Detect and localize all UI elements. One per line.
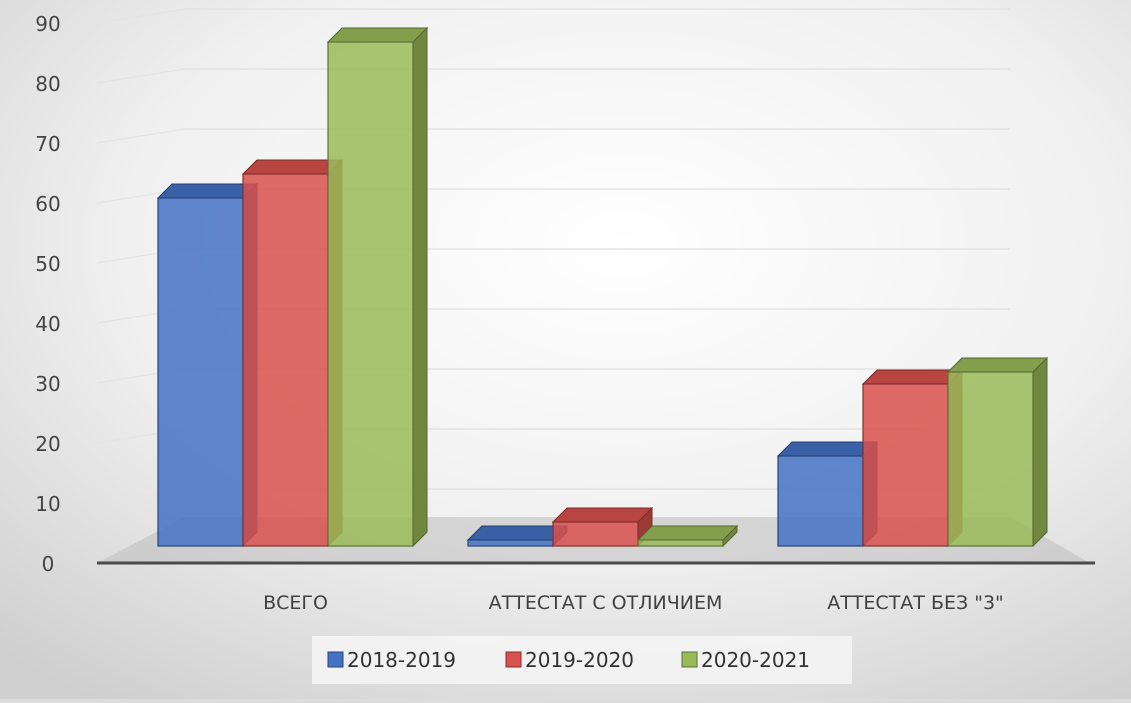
legend-box bbox=[312, 636, 852, 684]
y-tick-label: 90 bbox=[35, 12, 60, 36]
legend-label: 2018-2019 bbox=[347, 648, 456, 672]
x-category-label: ВСЕГО bbox=[263, 592, 328, 614]
bar-top bbox=[551, 507, 654, 523]
bar bbox=[862, 383, 949, 547]
bar bbox=[467, 539, 554, 547]
bar-group bbox=[946, 356, 1049, 548]
legend-label: 2019-2020 bbox=[525, 648, 634, 672]
bar-top bbox=[636, 525, 739, 541]
y-tick-label: 50 bbox=[35, 252, 60, 276]
bar-top bbox=[776, 441, 879, 457]
bar-group bbox=[466, 524, 569, 548]
bar bbox=[157, 197, 244, 547]
side-wall-line bbox=[96, 8, 186, 24]
bar-group bbox=[326, 26, 429, 548]
bar-side bbox=[412, 26, 428, 548]
bar-top bbox=[946, 357, 1049, 373]
bar bbox=[637, 539, 724, 547]
side-wall-line bbox=[96, 128, 186, 144]
bar-top bbox=[156, 183, 259, 199]
y-tick-label: 40 bbox=[35, 312, 60, 336]
bar-top bbox=[466, 525, 569, 541]
bar bbox=[947, 371, 1034, 547]
y-tick-label: 30 bbox=[35, 372, 60, 396]
bar-group bbox=[776, 440, 879, 548]
bar bbox=[552, 521, 639, 547]
bar-side bbox=[1032, 356, 1048, 548]
x-category-label: АТТЕСТАТ С ОТЛИЧИЕМ bbox=[489, 592, 723, 614]
y-tick-label: 70 bbox=[35, 132, 60, 156]
legend-swatch bbox=[681, 651, 698, 668]
bar-top bbox=[241, 159, 344, 175]
legend-swatch bbox=[327, 651, 344, 668]
bar bbox=[777, 455, 864, 547]
bar bbox=[242, 173, 329, 547]
y-tick-label: 20 bbox=[35, 432, 60, 456]
bar bbox=[327, 41, 414, 547]
bar-group bbox=[551, 506, 654, 548]
bar-group bbox=[156, 182, 259, 548]
bar-group bbox=[636, 524, 739, 548]
y-tick-label: 80 bbox=[35, 72, 60, 96]
bar-group bbox=[241, 158, 344, 548]
x-category-label: АТТЕСТАТ БЕЗ "3" bbox=[827, 592, 1004, 614]
bar-group bbox=[861, 368, 964, 548]
legend-label: 2020-2021 bbox=[701, 648, 810, 672]
y-tick-label: 10 bbox=[35, 492, 60, 516]
y-tick-label: 0 bbox=[42, 552, 55, 576]
bar-top bbox=[861, 369, 964, 385]
side-wall-line bbox=[96, 68, 186, 84]
legend-swatch bbox=[505, 651, 522, 668]
bar-top bbox=[326, 27, 429, 43]
y-tick-label: 60 bbox=[35, 192, 60, 216]
